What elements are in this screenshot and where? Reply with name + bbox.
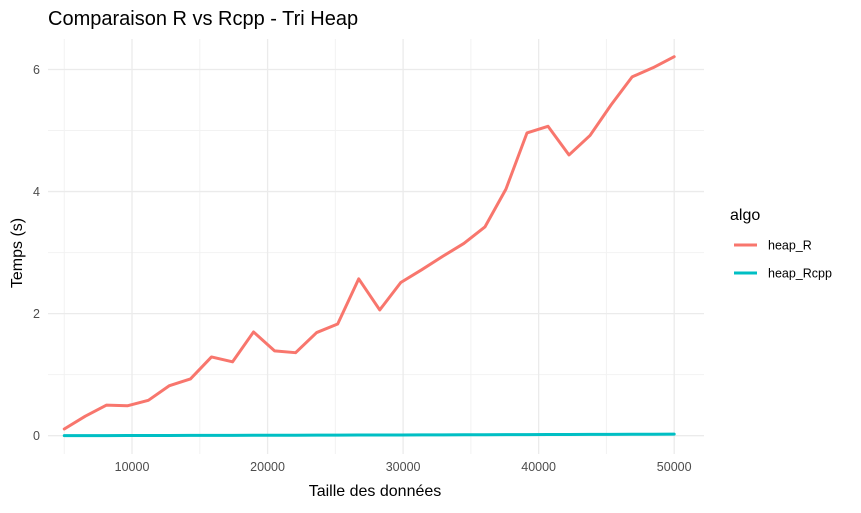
legend: algo heap_R heap_Rcpp: [730, 207, 832, 281]
minor-grid-layer: [48, 39, 704, 454]
y-tick-label-0: 0: [33, 429, 40, 443]
legend-label-heap_R: heap_R: [768, 239, 812, 253]
x-tick-label-0: 10000: [115, 460, 150, 474]
legend-items: heap_R heap_Rcpp: [734, 239, 832, 281]
series-line-heap_Rcpp: [62, 432, 676, 438]
series-layer: [62, 55, 676, 438]
x-tick-label-4: 50000: [657, 460, 692, 474]
series-line-heap_R: [62, 55, 676, 431]
chart-title: Comparaison R vs Rcpp - Tri Heap: [48, 8, 358, 30]
y-tick-label-3: 6: [33, 63, 40, 77]
x-tick-label-1: 20000: [250, 460, 285, 474]
legend-label-heap_Rcpp: heap_Rcpp: [768, 267, 832, 281]
x-tick-label-3: 40000: [521, 460, 556, 474]
legend-title: algo: [730, 207, 760, 224]
y-tick-label-2: 4: [33, 185, 40, 199]
y-tick-label-1: 2: [33, 307, 40, 321]
tick-label-layer: 10000 20000 30000 40000 50000 0 2 4 6: [33, 63, 692, 474]
y-axis-title: Temps (s): [9, 218, 26, 288]
x-tick-label-2: 30000: [386, 460, 421, 474]
x-axis-title: Taille des données: [309, 483, 442, 500]
